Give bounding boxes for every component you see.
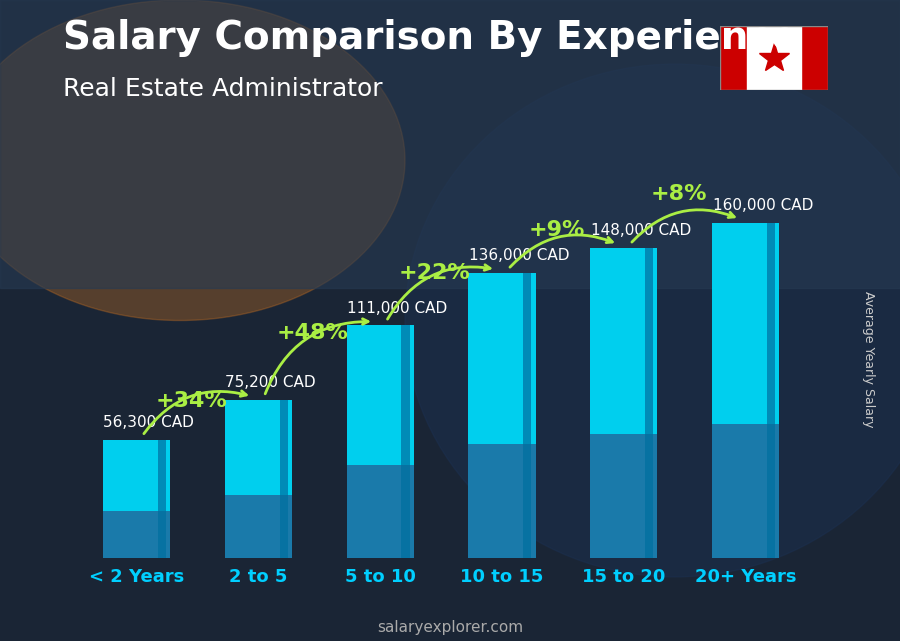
Text: 148,000 CAD: 148,000 CAD (591, 223, 691, 238)
Text: +22%: +22% (399, 263, 471, 283)
Text: < 2 Years: < 2 Years (88, 568, 184, 586)
Bar (225, 401, 292, 495)
Bar (768, 223, 775, 558)
Bar (720, 26, 747, 90)
Bar (590, 248, 657, 434)
Text: +9%: +9% (528, 220, 585, 240)
Text: 15 to 20: 15 to 20 (582, 568, 666, 586)
Text: 136,000 CAD: 136,000 CAD (469, 248, 570, 263)
Text: Average Yearly Salary: Average Yearly Salary (862, 291, 875, 427)
Text: 2 to 5: 2 to 5 (229, 568, 287, 586)
Bar (346, 326, 414, 465)
Bar (0, 0, 900, 288)
Ellipse shape (405, 64, 900, 577)
Text: +48%: +48% (277, 323, 349, 343)
Text: 20+ Years: 20+ Years (695, 568, 796, 586)
Bar (524, 273, 532, 558)
Bar (103, 440, 170, 511)
Text: 5 to 10: 5 to 10 (345, 568, 416, 586)
Bar (712, 223, 779, 424)
Text: Real Estate Administrator: Real Estate Administrator (63, 77, 382, 101)
Bar (801, 26, 828, 90)
Text: 75,200 CAD: 75,200 CAD (225, 376, 316, 390)
Bar (280, 401, 288, 558)
Text: 160,000 CAD: 160,000 CAD (713, 198, 814, 213)
Bar (103, 511, 170, 558)
Bar (468, 444, 536, 558)
Bar (346, 465, 414, 558)
Bar (712, 424, 779, 558)
Text: 56,300 CAD: 56,300 CAD (104, 415, 194, 430)
Bar (225, 495, 292, 558)
Bar (468, 273, 536, 444)
Bar (158, 440, 166, 558)
Ellipse shape (0, 0, 405, 320)
Text: salaryexplorer.com: salaryexplorer.com (377, 620, 523, 635)
Bar (747, 26, 801, 90)
Text: Salary Comparison By Experience: Salary Comparison By Experience (63, 19, 797, 57)
Text: +34%: +34% (155, 390, 227, 411)
Text: +8%: +8% (651, 184, 707, 204)
Bar (590, 434, 657, 558)
Bar (645, 248, 653, 558)
Text: 10 to 15: 10 to 15 (460, 568, 544, 586)
Bar (401, 326, 410, 558)
Text: 111,000 CAD: 111,000 CAD (347, 301, 447, 315)
